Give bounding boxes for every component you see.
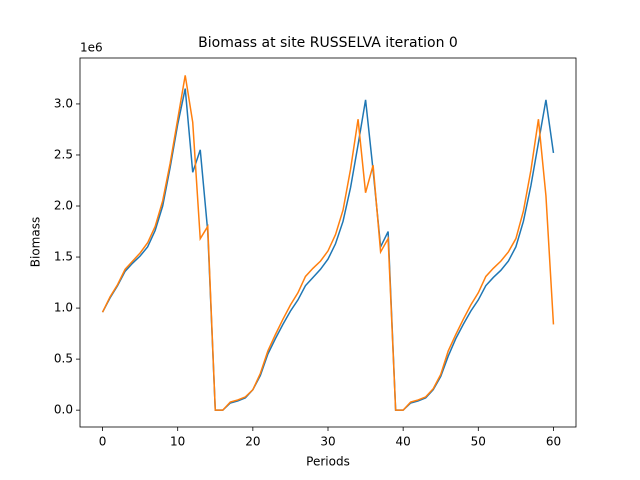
chart-title: Biomass at site RUSSELVA iteration 0 — [198, 35, 458, 51]
y-tick-label: 2.0 — [54, 199, 73, 213]
x-tick-label: 60 — [546, 435, 561, 449]
x-tick-label: 10 — [170, 435, 185, 449]
y-tick-label: 0.0 — [54, 403, 73, 417]
y-tick-label: 1.5 — [54, 250, 73, 264]
series-line — [101, 88, 555, 411]
series-line — [101, 75, 555, 411]
x-tick-label: 50 — [471, 435, 486, 449]
y-tick-label: 2.5 — [54, 147, 73, 161]
x-axis-label: Periods — [306, 455, 350, 469]
y-tick-label: 3.0 — [54, 96, 73, 110]
y-tick-label: 0.5 — [54, 352, 73, 366]
y-tick-label: 1.0 — [54, 301, 73, 315]
x-tick-label: 20 — [245, 435, 260, 449]
x-tick-label: 0 — [99, 435, 107, 449]
x-tick-label: 40 — [396, 435, 411, 449]
plot-frame — [79, 57, 577, 428]
y-offset-label: 1e6 — [80, 41, 103, 55]
x-tick-label: 30 — [320, 435, 335, 449]
y-axis-label: Biomass — [29, 217, 43, 267]
